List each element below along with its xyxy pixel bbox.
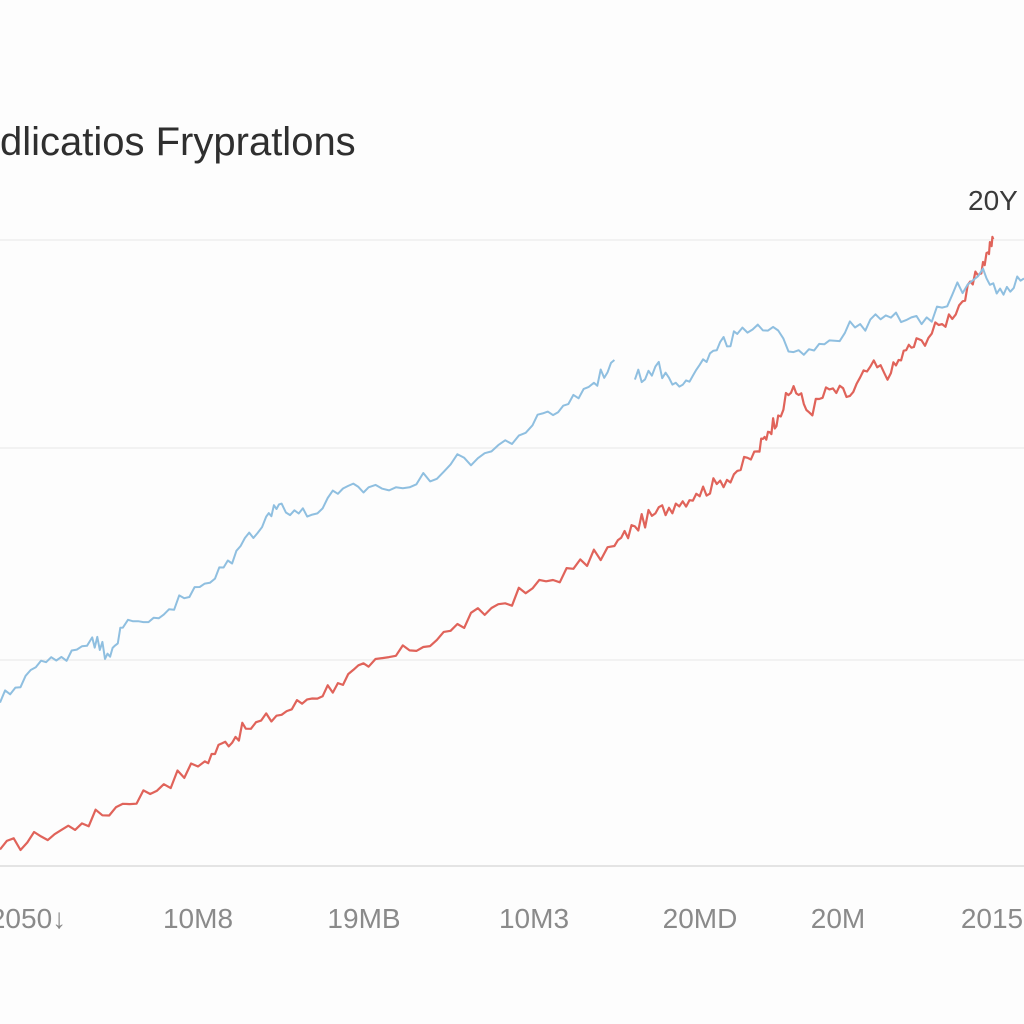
gridlines — [0, 239, 1024, 867]
chart-title: dlicatios Frypratlons — [0, 120, 356, 164]
series-line-red — [0, 235, 995, 852]
x-axis-ticks: 2050↓ 10M8 19MB 10M3 20MD 20M 2015 — [0, 903, 1023, 934]
x-tick-label-3: 19MB — [327, 903, 400, 934]
x-tick-label-6: 20M — [811, 903, 865, 934]
series-layer — [0, 235, 1024, 852]
series-line-blue-part-2 — [633, 267, 1024, 388]
peak-annotation: 20Y — [968, 185, 1018, 216]
x-tick-label-1: 2050↓ — [0, 903, 66, 934]
x-tick-label-5: 20MD — [663, 903, 738, 934]
x-tick-label-4: 10M3 — [499, 903, 569, 934]
series-line-blue-part-1 — [0, 359, 616, 703]
x-tick-label-7: 2015 — [961, 903, 1023, 934]
x-tick-label-2: 10M8 — [163, 903, 233, 934]
